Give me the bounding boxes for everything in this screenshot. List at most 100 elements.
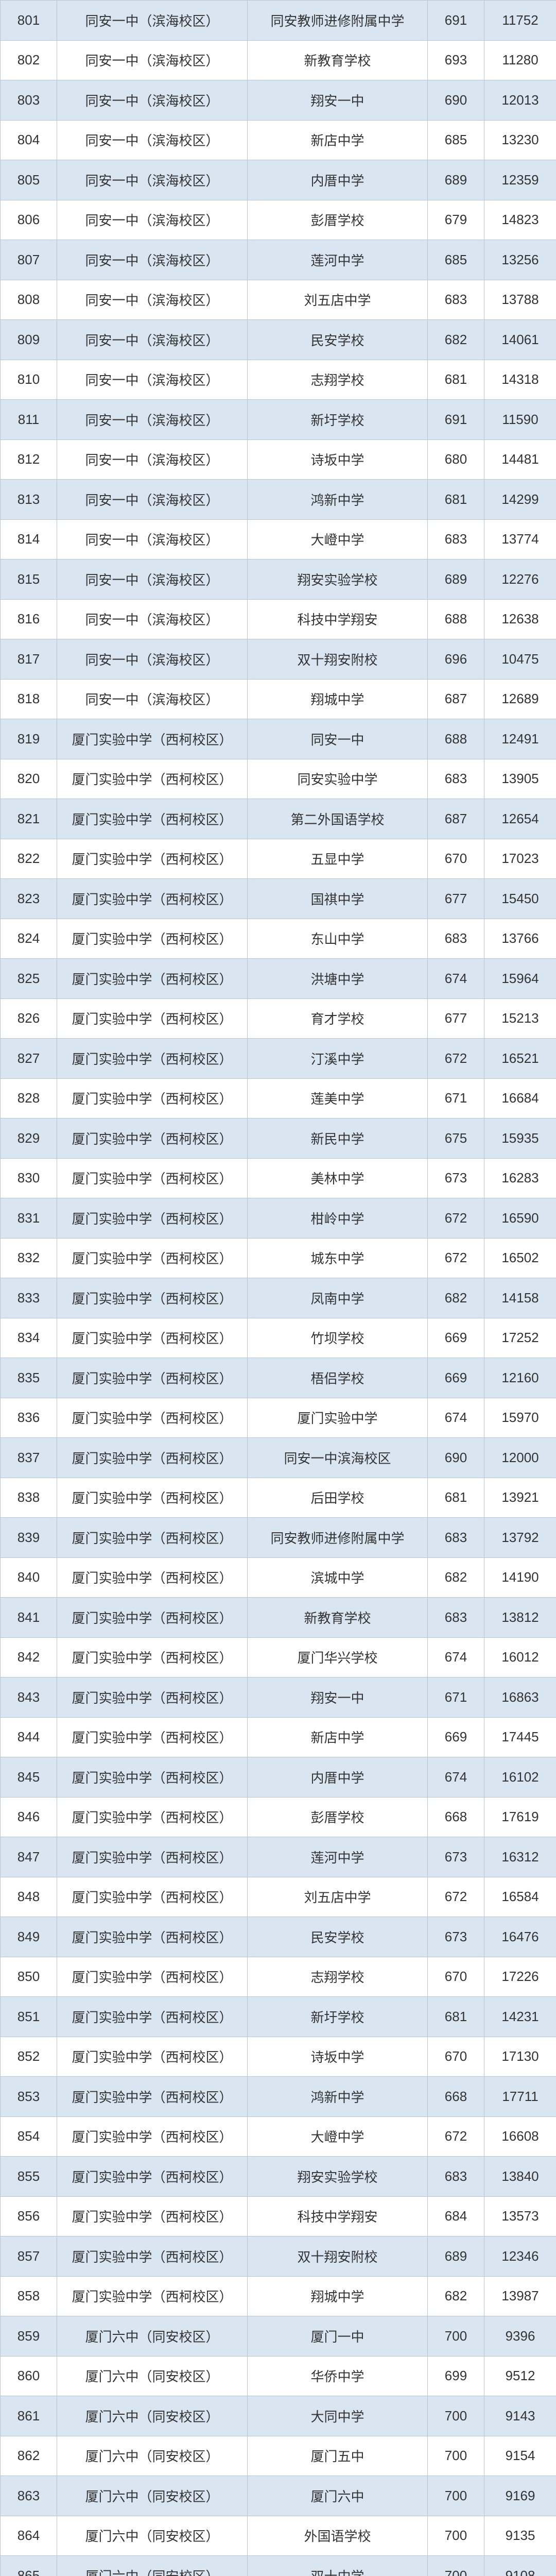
table-cell: 厦门实验中学（西柯校区） [57,1078,248,1118]
table-cell: 同安一中（滨海校区） [57,599,248,639]
table-cell: 9108 [484,2556,556,2576]
table-cell: 12013 [484,80,556,121]
table-cell: 翔城中学 [248,2276,428,2316]
table-cell: 669 [428,1358,484,1398]
table-cell: 700 [428,2476,484,2516]
table-cell: 洪塘中学 [248,959,428,999]
table-row: 862厦门六中（同安校区）厦门五中7009154 [1,2436,556,2476]
table-cell: 13766 [484,919,556,959]
table-cell: 新圩学校 [248,1997,428,2037]
table-cell: 彭厝学校 [248,1797,428,1837]
table-row: 824厦门实验中学（西柯校区）东山中学68313766 [1,919,556,959]
table-cell: 厦门实验中学（西柯校区） [57,2196,248,2236]
table-cell: 818 [1,679,57,719]
table-cell: 厦门实验中学 [248,1398,428,1438]
table-cell: 17619 [484,1797,556,1837]
table-cell: 689 [428,560,484,600]
table-cell: 后田学校 [248,1478,428,1518]
table-cell: 13230 [484,120,556,160]
table-row: 813同安一中（滨海校区）鸿新中学68114299 [1,480,556,520]
table-cell: 670 [428,2037,484,2077]
table-cell: 同安一中（滨海校区） [57,679,248,719]
table-cell: 莲河中学 [248,240,428,280]
table-cell: 凤南中学 [248,1278,428,1318]
table-cell: 852 [1,2037,57,2077]
table-row: 827厦门实验中学（西柯校区）汀溪中学67216521 [1,1039,556,1079]
table-cell: 675 [428,1118,484,1159]
table-cell: 厦门实验中学（西柯校区） [57,1158,248,1198]
table-cell: 厦门实验中学（西柯校区） [57,1318,248,1358]
table-row: 863厦门六中（同安校区）厦门六中7009169 [1,2476,556,2516]
table-cell: 同安一中（滨海校区） [57,80,248,121]
table-cell: 832 [1,1238,57,1278]
table-cell: 国祺中学 [248,879,428,919]
table-cell: 13774 [484,519,556,560]
table-cell: 17130 [484,2037,556,2077]
table-cell: 813 [1,480,57,520]
table-cell: 677 [428,879,484,919]
table-cell: 831 [1,1198,57,1239]
table-cell: 683 [428,280,484,320]
table-cell: 682 [428,2276,484,2316]
table-cell: 834 [1,1318,57,1358]
table-row: 808同安一中（滨海校区）刘五店中学68313788 [1,280,556,320]
table-cell: 第二外国语学校 [248,799,428,839]
table-cell: 17023 [484,839,556,879]
table-cell: 城东中学 [248,1238,428,1278]
table-row: 814同安一中（滨海校区）大嶝中学68313774 [1,519,556,560]
table-cell: 683 [428,919,484,959]
table-row: 861厦门六中（同安校区）大同中学7009143 [1,2396,556,2436]
table-cell: 14823 [484,200,556,240]
table-cell: 819 [1,719,57,759]
table-cell: 680 [428,439,484,480]
table-cell: 674 [428,1637,484,1677]
table-row: 816同安一中（滨海校区）科技中学翔安68812638 [1,599,556,639]
table-cell: 681 [428,1997,484,2037]
table-cell: 11752 [484,1,556,41]
table-cell: 12689 [484,679,556,719]
table-cell: 17445 [484,1717,556,1757]
table-cell: 671 [428,1078,484,1118]
table-cell: 700 [428,2396,484,2436]
table-cell: 863 [1,2476,57,2516]
table-cell: 厦门实验中学（西柯校区） [57,1637,248,1677]
table-row: 841厦门实验中学（西柯校区）新教育学校68313812 [1,1598,556,1638]
table-cell: 808 [1,280,57,320]
table-cell: 681 [428,360,484,400]
table-row: 831厦门实验中学（西柯校区）柑岭中学67216590 [1,1198,556,1239]
table-cell: 682 [428,1278,484,1318]
table-cell: 厦门实验中学（西柯校区） [57,1198,248,1239]
table-cell: 683 [428,1598,484,1638]
table-row: 826厦门实验中学（西柯校区）育才学校67715213 [1,998,556,1039]
table-cell: 12638 [484,599,556,639]
table-cell: 801 [1,1,57,41]
table-row: 809同安一中（滨海校区）民安学校68214061 [1,320,556,360]
table-cell: 673 [428,1917,484,1957]
table-cell: 850 [1,1957,57,1997]
table-cell: 16863 [484,1677,556,1718]
table-cell: 翔安一中 [248,80,428,121]
table-cell: 14481 [484,439,556,480]
table-cell: 厦门实验中学（西柯校区） [57,1797,248,1837]
table-cell: 翔城中学 [248,679,428,719]
table-row: 851厦门实验中学（西柯校区）新圩学校68114231 [1,1997,556,2037]
table-row: 849厦门实验中学（西柯校区）民安学校67316476 [1,1917,556,1957]
table-cell: 厦门实验中学（西柯校区） [57,879,248,919]
table-row: 832厦门实验中学（西柯校区）城东中学67216502 [1,1238,556,1278]
table-cell: 华侨中学 [248,2356,428,2396]
table-cell: 厦门实验中学（西柯校区） [57,1278,248,1318]
table-cell: 民安学校 [248,1917,428,1957]
table-cell: 822 [1,839,57,879]
table-cell: 彭厝学校 [248,200,428,240]
table-cell: 830 [1,1158,57,1198]
table-cell: 同安一中（滨海校区） [57,240,248,280]
table-cell: 849 [1,1917,57,1957]
table-cell: 700 [428,2436,484,2476]
table-cell: 835 [1,1358,57,1398]
table-cell: 大嶝中学 [248,2116,428,2157]
table-cell: 翔安一中 [248,1677,428,1718]
table-cell: 689 [428,2236,484,2277]
table-row: 844厦门实验中学（西柯校区）新店中学66917445 [1,1717,556,1757]
table-cell: 双十中学 [248,2556,428,2576]
table-cell: 厦门六中（同安校区） [57,2556,248,2576]
